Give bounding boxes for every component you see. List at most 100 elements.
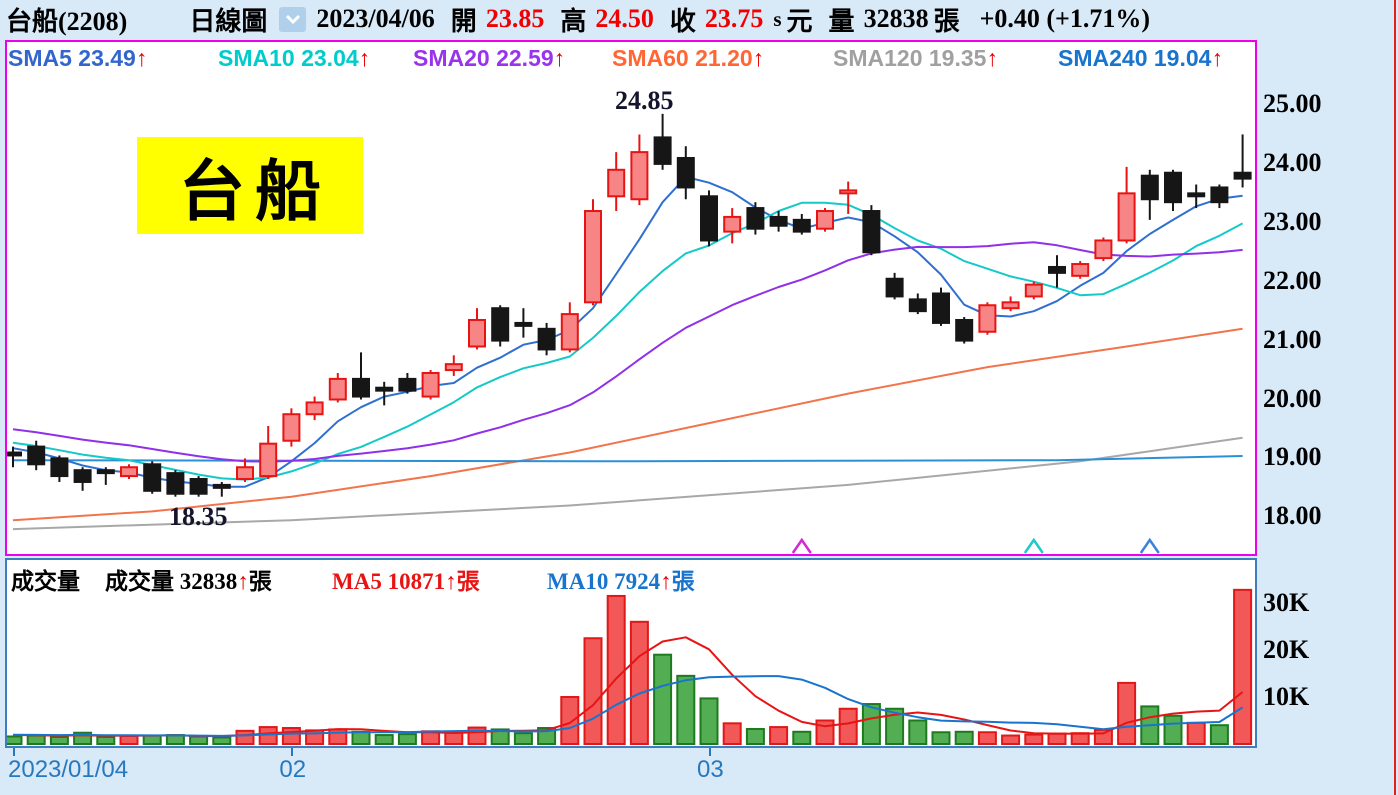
up-arrow-icon: ↑ — [553, 45, 566, 71]
candle — [491, 305, 510, 347]
high-label: 高 — [560, 6, 587, 36]
volume-bar — [722, 722, 742, 746]
candle — [746, 202, 765, 235]
volume-current-legend: 成交量 32838↑張 — [105, 569, 272, 594]
candlestick-chart[interactable] — [7, 42, 1255, 554]
chevron-down-icon[interactable] — [279, 6, 307, 32]
low-annotation: 18.35 — [169, 502, 228, 531]
candle — [352, 352, 370, 400]
date-axis-label: 03 — [697, 756, 724, 783]
volume-chart[interactable] — [7, 560, 1255, 746]
candle — [816, 208, 834, 232]
candle — [1233, 134, 1252, 188]
candle — [305, 396, 324, 421]
price-axis-label: 19.00 — [1263, 442, 1322, 472]
volume-bar — [1117, 681, 1137, 745]
candle — [259, 426, 278, 480]
sma20-legend: SMA20 22.59↑ — [413, 45, 566, 71]
volume-label: 量 — [828, 6, 855, 36]
candle — [514, 308, 533, 338]
candle — [1001, 296, 1020, 312]
candle — [1048, 255, 1066, 288]
volume-bar — [26, 734, 46, 745]
candle — [584, 199, 602, 306]
candle — [700, 190, 718, 247]
volume-bar — [7, 735, 23, 745]
candle — [73, 467, 92, 491]
volume-axis-label: 20K — [1263, 635, 1310, 664]
volume-bar — [490, 728, 510, 745]
s-flag: s — [773, 6, 782, 31]
volume-bar — [281, 727, 301, 746]
candle — [236, 458, 254, 482]
up-arrow-icon: ↑ — [135, 45, 148, 71]
volume-bar — [142, 734, 162, 745]
candle — [955, 317, 974, 344]
candle — [932, 287, 950, 326]
volume-chart-panel: 成交量 成交量 32838↑張 MA5 10871↑張 MA10 7924↑張 — [5, 558, 1257, 748]
candle — [885, 272, 904, 300]
volume-bar — [560, 696, 580, 745]
sma60-legend: SMA60 21.20↑ — [612, 45, 765, 71]
candle — [27, 440, 46, 471]
candle — [1094, 237, 1113, 262]
candle — [1024, 281, 1043, 300]
candle — [630, 134, 649, 206]
volume-unit: 張 — [933, 6, 960, 36]
sma10-line — [12, 201, 1244, 481]
date-axis-label: 02 — [279, 756, 307, 783]
volume-bar — [96, 735, 116, 745]
volume-bar — [606, 594, 626, 746]
sma-legend: SMA5 23.49↑ SMA10 23.04↑ SMA20 22.59↑ SM… — [7, 45, 1255, 73]
date-tick — [13, 748, 15, 756]
candle — [1187, 184, 1206, 209]
high-value: 24.50 — [595, 4, 654, 33]
price-axis-label: 18.00 — [1263, 501, 1322, 531]
price-axis-label: 25.00 — [1263, 89, 1322, 118]
candle — [1117, 166, 1136, 244]
price-chart-panel: 台船 24.85 18.35 SMA5 23.49↑ SMA10 23.04↑ … — [5, 40, 1257, 556]
volume-bar — [769, 726, 789, 746]
volume-bar — [885, 707, 905, 745]
candle — [978, 302, 997, 335]
signal-triangle-icon — [1023, 537, 1044, 554]
close-label: 收 — [669, 6, 696, 36]
up-arrow-icon: ↑ — [660, 569, 672, 594]
quote-date: 2023/04/06 — [316, 4, 435, 33]
volume-bar — [583, 637, 603, 745]
up-arrow-icon: ↑ — [1211, 45, 1223, 71]
candle — [398, 372, 417, 394]
volume-ma5-line — [12, 636, 1244, 738]
candle — [560, 302, 579, 353]
volume-bar — [908, 719, 928, 745]
chart-type-label[interactable]: 日線圖 — [189, 6, 268, 36]
volume-bar — [629, 620, 649, 745]
candle — [212, 481, 231, 497]
sma10-legend: SMA10 23.04↑ — [218, 45, 371, 71]
volume-bar — [1186, 721, 1206, 746]
candle — [444, 355, 463, 376]
change-value: +0.40 (+1.71%) — [979, 4, 1151, 33]
volume-bar — [374, 734, 394, 746]
volume-ma10-legend: MA10 7924↑張 — [547, 569, 695, 594]
price-axis-label: 22.00 — [1263, 265, 1322, 295]
volume-bar — [954, 730, 974, 745]
volume-bar — [444, 731, 464, 746]
price-axis-label: 20.00 — [1263, 383, 1322, 413]
candle — [908, 293, 927, 315]
volume-bar — [119, 735, 139, 745]
unit-label: 元 — [786, 6, 813, 36]
volume-pane-title: 成交量 — [11, 569, 80, 594]
candle — [50, 455, 69, 482]
candle — [839, 181, 858, 214]
volume-bar — [792, 730, 812, 745]
volume-bar — [745, 727, 765, 746]
candle — [723, 208, 742, 244]
volume-bar — [699, 697, 719, 746]
sma120-legend: SMA120 19.35↑ — [833, 45, 998, 71]
volume-ma10-line — [12, 675, 1244, 737]
volume-bar — [676, 674, 696, 745]
volume-ma5-legend: MA5 10871↑張 — [332, 569, 480, 594]
volume-bar — [1233, 588, 1253, 746]
high-annotation: 24.85 — [615, 86, 674, 115]
